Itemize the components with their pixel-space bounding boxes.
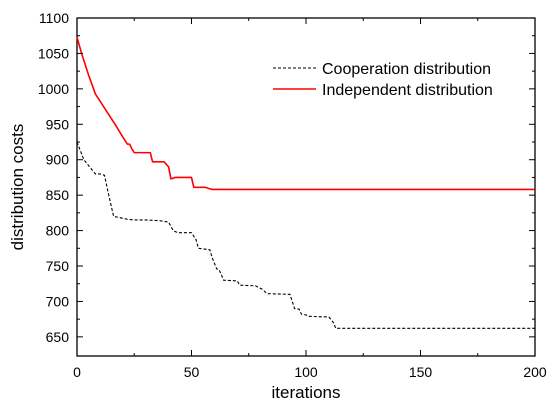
y-tick-label: 1000 [38, 81, 69, 97]
axis-ticks [76, 17, 536, 356]
y-axis-title: distribution costs [8, 124, 27, 251]
series-layer [76, 36, 535, 329]
y-tick-label: 700 [46, 293, 70, 309]
x-tick-label: 200 [523, 364, 547, 380]
y-tick-label: 950 [46, 116, 70, 132]
x-axis-title: iterations [272, 383, 341, 402]
series-line-independent [76, 36, 535, 191]
y-tick-label: 800 [46, 223, 70, 239]
y-tick-label: 900 [46, 152, 70, 168]
series-line-cooperation [76, 141, 535, 329]
x-tick-label: 100 [294, 364, 318, 380]
y-tick-label: 850 [46, 187, 70, 203]
chart-legend: Cooperation distribution Independent dis… [273, 61, 493, 99]
legend-label-cooperation: Cooperation distribution [322, 61, 491, 78]
legend-label-independent: Independent distribution [322, 82, 493, 99]
y-tick-label: 750 [46, 258, 70, 274]
y-tick-label: 1050 [38, 45, 69, 61]
x-tick-label: 0 [73, 364, 81, 380]
x-tick-label: 50 [184, 364, 200, 380]
y-tick-label: 1100 [39, 10, 69, 26]
x-tick-label: 150 [409, 364, 433, 380]
y-tick-label: 650 [46, 329, 70, 345]
axis-tick-labels: 0 50 100 150 200 650 700 750 800 850 900 950 1000 105… [38, 10, 547, 380]
